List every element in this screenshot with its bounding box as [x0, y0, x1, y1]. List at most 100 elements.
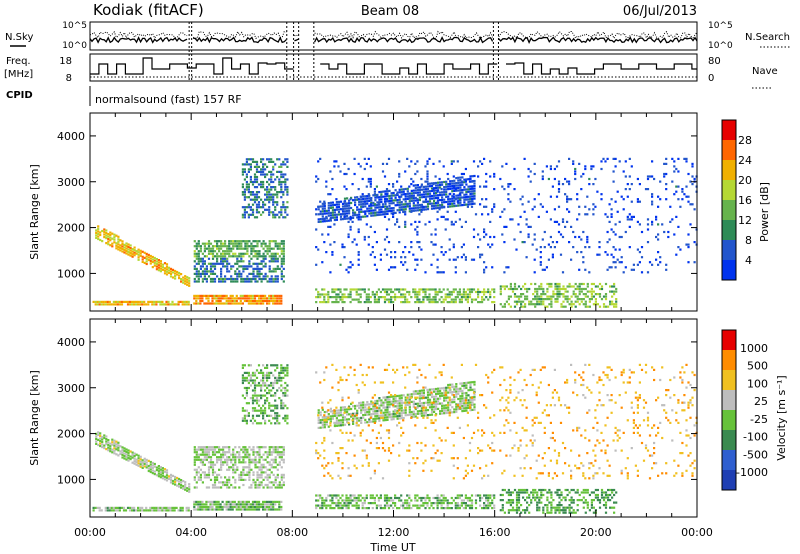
heatmap-cell: [517, 223, 520, 226]
heatmap-cell: [578, 213, 581, 216]
heatmap-cell: [238, 252, 241, 255]
heatmap-cell: [264, 376, 267, 379]
heatmap-cell: [137, 258, 140, 261]
heatmap-cell: [553, 177, 556, 181]
heatmap-cell: [400, 399, 403, 402]
heatmap-cell: [503, 303, 506, 306]
heatmap-cell: [260, 407, 263, 410]
heatmap-cell: [339, 290, 342, 294]
heatmap-cell: [499, 215, 502, 218]
heatmap-cell: [370, 403, 373, 406]
heatmap-cell: [663, 175, 666, 178]
heatmap-cell: [235, 299, 238, 303]
heatmap-cell: [400, 409, 403, 412]
heatmap-cell: [203, 451, 206, 454]
heatmap-cell: [329, 415, 332, 418]
heatmap-cell: [133, 300, 136, 303]
heatmap-cell: [257, 404, 261, 407]
heatmap-cell: [268, 508, 271, 511]
heatmap-cell: [549, 167, 552, 171]
heatmap-cell: [337, 424, 341, 427]
heatmap-cell: [503, 208, 506, 211]
heatmap-cell: [266, 280, 269, 283]
heatmap-cell: [509, 282, 512, 286]
heatmap-cell: [237, 508, 240, 511]
heatmap-cell: [251, 193, 255, 196]
heatmap-cell: [331, 290, 334, 294]
heatmap-cell: [207, 456, 211, 459]
heatmap-cell: [268, 500, 271, 503]
heatmap-cell: [220, 277, 223, 281]
heatmap-cell: [341, 246, 344, 249]
heatmap-cell: [155, 466, 158, 469]
heatmap-cell: [390, 197, 393, 200]
heatmap-cell: [501, 305, 504, 308]
heatmap-cell: [282, 386, 285, 390]
heatmap-cell: [260, 371, 263, 374]
heatmap-cell: [422, 185, 425, 188]
heatmap-cell: [638, 261, 641, 264]
heatmap-cell: [266, 392, 269, 395]
heatmap-cell: [262, 384, 265, 387]
heatmap-cell: [195, 448, 198, 451]
heatmap-cell: [171, 268, 175, 271]
heatmap-cell: [359, 165, 362, 168]
heatmap-cell: [237, 297, 240, 300]
heatmap-cell: [378, 399, 381, 402]
heatmap-cell: [630, 218, 633, 221]
heatmap-cell: [507, 193, 510, 196]
heatmap-cell: [611, 285, 614, 288]
heatmap-cell: [657, 251, 660, 254]
heatmap-cell: [362, 409, 365, 412]
heatmap-cell: [380, 401, 383, 404]
heatmap-cell: [266, 173, 269, 176]
heatmap-cell: [374, 400, 377, 403]
heatmap-cell: [220, 262, 223, 265]
heatmap-cell: [157, 467, 160, 470]
heatmap-cell: [280, 260, 283, 263]
heatmap-cell: [576, 295, 579, 298]
heatmap-cell: [439, 387, 442, 390]
heatmap-cell: [258, 456, 261, 459]
heatmap-cell: [264, 250, 267, 253]
heatmap-cell: [354, 203, 357, 207]
heatmap-cell: [256, 471, 259, 474]
heatmap-cell: [179, 300, 182, 303]
heatmap-cell: [240, 448, 243, 451]
heatmap-cell: [270, 299, 273, 303]
heatmap-cell: [539, 246, 542, 249]
heatmap-cell: [410, 223, 413, 226]
heatmap-cell: [216, 240, 219, 243]
heatmap-cell: [228, 446, 231, 449]
heatmap-cell: [109, 234, 112, 237]
heatmap-cell: [337, 200, 341, 203]
heatmap-cell: [247, 158, 250, 161]
heatmap-cell: [412, 410, 415, 413]
heatmap-cell: [673, 165, 676, 168]
heatmap-cell: [402, 251, 405, 254]
heatmap-cell: [276, 404, 279, 407]
heatmap-cell: [538, 298, 541, 301]
heatmap-cell: [386, 212, 389, 215]
heatmap-cell: [402, 190, 405, 193]
heatmap-cell: [119, 246, 122, 249]
heatmap-cell: [218, 448, 221, 451]
heatmap-cell: [123, 243, 126, 246]
heatmap-cell: [95, 437, 98, 440]
heatmap-cell: [376, 193, 379, 196]
heatmap-cell: [241, 213, 244, 216]
heatmap-cell: [671, 180, 674, 183]
cpid-text: normalsound (fast) 157 RF: [95, 93, 242, 106]
heatmap-cell: [183, 300, 186, 303]
heatmap-cell: [315, 296, 318, 299]
heatmap-cell: [209, 463, 213, 466]
heatmap-cell: [94, 303, 97, 306]
heatmap-cell: [226, 463, 229, 466]
heatmap-cell: [392, 405, 395, 408]
heatmap-cell: [400, 404, 403, 407]
heatmap-cell: [382, 406, 385, 409]
heatmap-cell: [329, 420, 332, 423]
heatmap-cell: [554, 293, 557, 296]
heatmap-cell: [228, 486, 231, 489]
heatmap-cell: [238, 265, 241, 268]
